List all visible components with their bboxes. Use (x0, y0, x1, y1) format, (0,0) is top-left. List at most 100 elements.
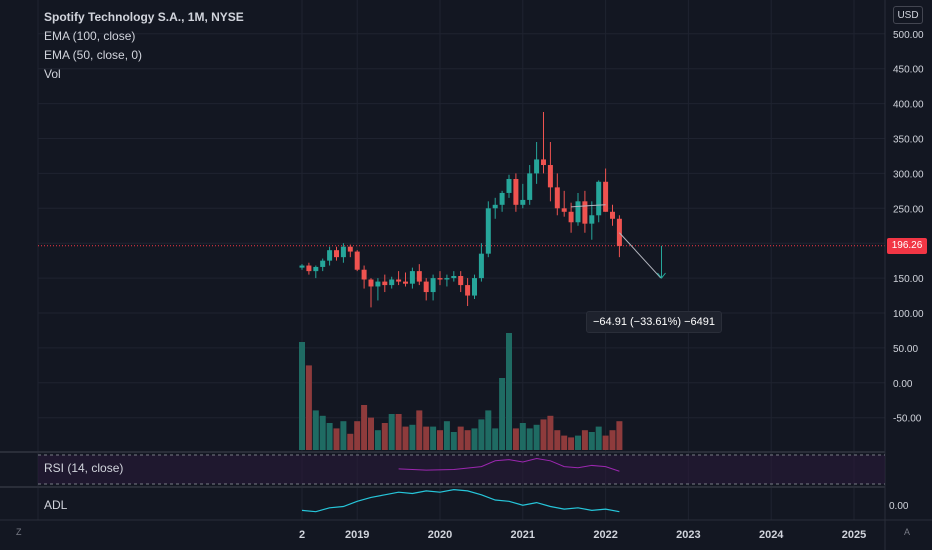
price-tick-label: 250.00 (893, 204, 924, 215)
volume-bar (416, 410, 423, 450)
volume-bar (312, 410, 319, 450)
volume-bar (457, 426, 464, 450)
rsi-pane-label[interactable]: RSI (14, close) (44, 461, 124, 475)
candle-body (389, 279, 395, 286)
volume-bar (506, 333, 512, 450)
volume-bar (609, 430, 616, 450)
candle-body (299, 265, 305, 268)
candle-body (478, 253, 484, 279)
volume-bar (547, 415, 554, 450)
volume-bar (299, 342, 305, 450)
candle-body (465, 285, 471, 296)
candle-body (375, 281, 381, 287)
time-tick-label: 2025 (842, 529, 866, 541)
time-tick-label: 2023 (676, 529, 700, 541)
time-axis[interactable]: 2 2019 2020 2021 2022 2023 2024 2025 (299, 529, 866, 541)
adl-pane-label[interactable]: ADL (44, 498, 68, 512)
candle-body (534, 159, 540, 174)
volume-bar (602, 435, 609, 450)
candle-body (340, 246, 346, 258)
candle-body (430, 278, 436, 293)
candle-body (382, 281, 388, 286)
volume-bar (443, 421, 450, 450)
candle-body (485, 208, 491, 254)
candle-body (547, 165, 553, 188)
candle-body (589, 215, 595, 224)
candle-body (361, 269, 367, 280)
volume-bar (568, 437, 575, 450)
candle-body (313, 266, 319, 272)
volume-bar (581, 430, 588, 450)
indicator-volume-label[interactable]: Vol (44, 67, 61, 81)
candle-body (416, 271, 422, 282)
volume-bar (340, 421, 347, 450)
time-tick-label: 2022 (593, 529, 617, 541)
volume-bar (616, 421, 623, 450)
volume-bar (381, 423, 388, 450)
volume-bar (533, 424, 540, 450)
volume-bar (305, 365, 312, 450)
candle-body (616, 218, 622, 246)
volume-bar (354, 421, 361, 450)
candle-body (575, 201, 581, 223)
volume-bar (333, 428, 340, 450)
candles (299, 111, 622, 308)
candle-body (368, 279, 374, 287)
volume-bar (561, 435, 568, 450)
indicator-ema50-label[interactable]: EMA (50, close, 0) (44, 48, 143, 62)
candle-body (334, 250, 339, 258)
timezone-icon[interactable]: Z (16, 527, 22, 537)
price-tick-label: 50.00 (893, 344, 918, 355)
price-tick-label: 400.00 (893, 100, 924, 111)
candle-body (306, 265, 312, 272)
volume-bar (319, 415, 326, 450)
volume-bar (492, 428, 499, 450)
candle-body (596, 181, 602, 216)
volume-bar (409, 424, 416, 450)
currency-badge[interactable]: USD (893, 6, 923, 24)
rsi-band (38, 455, 885, 484)
time-tick-label: 2019 (345, 529, 369, 541)
rsi-pane (38, 454, 885, 485)
indicator-ema100-label[interactable]: EMA (100, close) (44, 29, 136, 43)
volume-bar (368, 417, 374, 450)
candle-body (554, 187, 560, 209)
symbol-title[interactable]: Spotify Technology S.A., 1M, NYSE (44, 10, 244, 24)
auto-scale-icon[interactable]: A (904, 527, 911, 537)
volume-bar (361, 405, 368, 450)
candle-body (437, 278, 443, 280)
candle-body (492, 204, 498, 209)
price-axis[interactable]: 500.00450.00400.00350.00300.00250.00200.… (893, 30, 924, 425)
ema-line (571, 204, 606, 208)
adl-tick-label: 0.00 (889, 501, 909, 512)
candle-body (520, 199, 526, 205)
candle-body (561, 208, 567, 212)
rsi-line (398, 457, 620, 472)
measure-tooltip: −64.91 (−33.61%) −6491 (586, 311, 723, 333)
candle-body (568, 211, 574, 223)
candle-body (403, 281, 408, 284)
candle-body (610, 211, 615, 219)
price-tick-label: 500.00 (893, 30, 924, 41)
volume-bar (464, 430, 471, 450)
volume-bar (395, 414, 402, 450)
volume-bar (554, 430, 561, 450)
price-tick-label: 300.00 (893, 169, 924, 180)
candle-body (444, 278, 450, 280)
candle-body (499, 192, 505, 205)
candle-body (603, 181, 609, 212)
candle-body (472, 278, 477, 296)
measure-line (619, 232, 662, 279)
candle-body (409, 271, 415, 284)
candle-body (396, 279, 402, 282)
volume-bar (540, 419, 547, 450)
candle-body (423, 281, 429, 293)
price-tick-label: 0.00 (893, 379, 913, 390)
time-tick-label: 2 (299, 529, 305, 541)
volume-bar (450, 432, 457, 450)
candle-body (320, 260, 326, 267)
candle-body (451, 276, 457, 279)
volume-bar (388, 414, 395, 450)
price-tick-label: 150.00 (893, 274, 924, 285)
